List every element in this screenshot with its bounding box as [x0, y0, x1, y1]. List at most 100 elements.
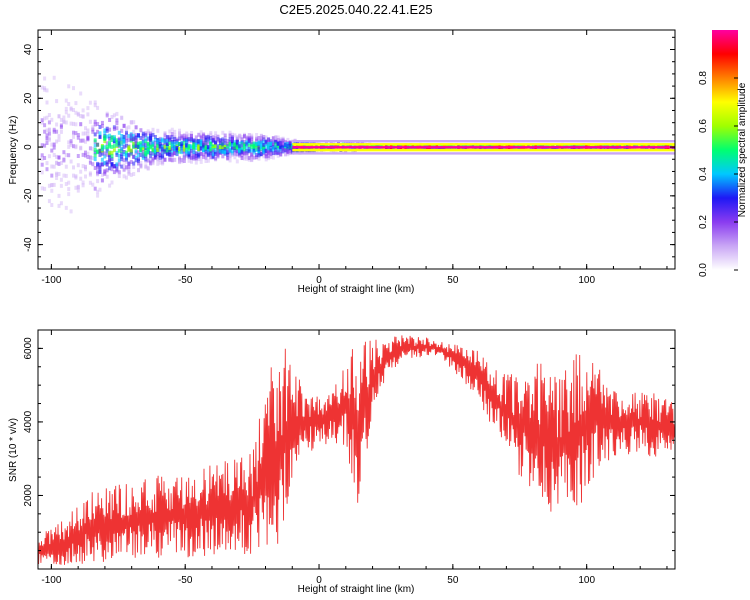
spectrogram-cell — [105, 160, 109, 165]
spectrogram-cell — [144, 157, 148, 162]
spectrogram-cell — [81, 152, 85, 157]
spectrogram-cell — [199, 142, 203, 147]
spectrogram-cell — [235, 135, 239, 140]
spectrogram-cell — [47, 183, 51, 188]
spectrogram-cell — [252, 155, 256, 160]
spectrogram-cell — [40, 153, 44, 158]
spectrogram-cell — [98, 125, 102, 129]
spectrogram-cell — [259, 135, 263, 140]
spectrogram-cell — [144, 146, 148, 150]
snr-ytick-label: 6000 — [23, 337, 34, 360]
spectrogram-cell — [50, 188, 54, 193]
spectrogram-cell — [223, 147, 227, 151]
spectrogram-cell — [93, 103, 97, 108]
spectrogram-cell — [76, 184, 80, 189]
spectrogram-cell — [96, 171, 100, 176]
spectrogram-cell — [163, 147, 167, 152]
spectrogram-cell — [173, 157, 177, 162]
spectrogram-cell — [45, 167, 49, 172]
spectrogram-cell — [57, 203, 61, 208]
spectrogram-cell — [139, 128, 143, 133]
spectrogram-cell — [418, 143, 422, 148]
spectrogram-cell — [190, 151, 193, 156]
spectrogram-cell — [175, 143, 179, 148]
spectrogram-cell — [74, 101, 78, 106]
spectrogram-cell — [72, 165, 75, 170]
spectrogram-cell — [62, 158, 66, 163]
spectrogram-cell — [103, 154, 107, 159]
spectrogram-cell — [163, 139, 167, 144]
spectrogram-cell — [168, 157, 172, 162]
spectrogram-cell — [165, 138, 169, 143]
spectrogram-cell — [86, 137, 90, 142]
spectrogram-cell — [47, 136, 51, 141]
spectrogram-cell — [57, 134, 61, 139]
spectrogram-cell — [122, 123, 126, 128]
spectrogram-cell — [228, 141, 232, 146]
spectrogram-cell — [86, 106, 90, 111]
spectrogram-cell — [55, 172, 59, 177]
spectrogram-cell — [206, 148, 210, 153]
spectrogram-cell — [108, 160, 112, 164]
spectrogram-cell — [125, 157, 128, 162]
spectrogram-cell — [276, 141, 280, 146]
spectrogram-cell — [149, 144, 153, 149]
spectrogram-cell — [45, 133, 49, 138]
spectrogram-cell — [259, 143, 263, 147]
spectrogram-cell — [62, 150, 66, 155]
spectrogram-cell — [59, 177, 63, 182]
spectrogram-cell — [255, 136, 259, 141]
spectrogram-cell — [96, 122, 100, 126]
spectrogram-cell — [115, 111, 119, 116]
spectrogram-cell — [173, 151, 177, 156]
spectrogram-cell — [100, 157, 104, 162]
spectrogram-cell — [223, 136, 227, 140]
spectrogram-cell — [214, 156, 218, 161]
spectrogram-cell — [69, 107, 73, 112]
spectrogram-cell — [216, 134, 220, 139]
spectrogram-cell — [204, 138, 208, 143]
spectrogram-cell — [127, 166, 131, 171]
spectrogram-cell — [69, 121, 73, 126]
spectrogram-ytick-label: 0 — [23, 144, 34, 150]
spectrogram-cell — [168, 152, 172, 157]
spectrogram-cell — [175, 146, 179, 151]
spectrogram-cell — [178, 160, 181, 165]
snr-series — [37, 335, 675, 565]
spectrogram-cell — [599, 143, 603, 148]
spectrogram-cell — [64, 120, 68, 125]
spectrogram-cell — [214, 140, 218, 145]
spectrogram-cell — [86, 112, 90, 117]
spectrogram-ytick-label: 20 — [23, 92, 34, 104]
colorbar-label: Normalized spectral amplitude — [737, 82, 748, 217]
spectrogram-cell — [218, 138, 222, 143]
spectrogram-cell — [137, 168, 140, 173]
spectrogram-cell — [243, 147, 246, 152]
spectrogram-cell — [103, 131, 107, 136]
spectrogram-cell — [62, 119, 66, 124]
spectrogram-cell — [100, 178, 104, 183]
spectrogram-cell — [105, 128, 109, 133]
spectrogram-cell — [132, 161, 136, 166]
spectrogram-cell — [98, 187, 102, 192]
spectrogram-cell — [79, 114, 83, 118]
spectrogram-cell — [151, 161, 155, 166]
spectrogram-cell — [178, 147, 181, 151]
spectrogram-cell — [64, 153, 68, 157]
spectrogram-cell — [223, 150, 227, 155]
spectrogram-cell — [221, 154, 225, 159]
spectrogram-cell — [153, 150, 157, 154]
spectrogram-cell — [194, 142, 198, 147]
spectrogram-cell — [243, 134, 246, 139]
spectrogram-cell — [151, 158, 155, 163]
spectrogram-cell — [259, 134, 263, 138]
spectrogram-cell — [57, 155, 61, 160]
spectrogram-cell — [175, 152, 179, 156]
spectrogram-cell — [238, 134, 242, 139]
spectrogram-cell — [88, 119, 92, 124]
spectrogram-cell — [122, 140, 126, 145]
spectrogram-cell — [146, 142, 150, 147]
spectrogram-cell — [623, 143, 627, 148]
spectrogram-cells — [40, 75, 675, 214]
spectrogram-cell — [158, 142, 162, 147]
